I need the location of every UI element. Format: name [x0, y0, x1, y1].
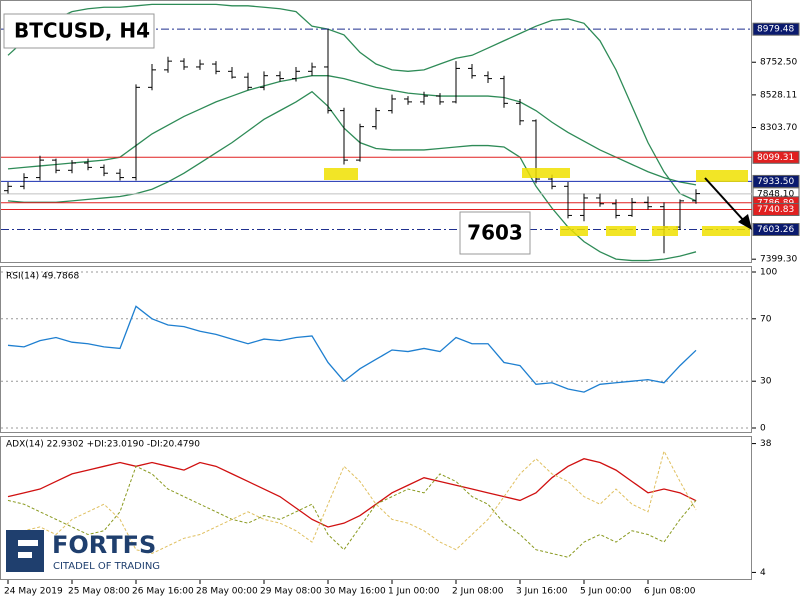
bollinger-band: [7, 90, 697, 262]
x-tick-label: 2 Jun 08:00: [452, 587, 504, 597]
price-box: [752, 223, 800, 237]
price-box-label: 8099.31: [757, 153, 794, 163]
indicator-line: [7, 449, 697, 555]
annotation-box: [459, 211, 531, 255]
y-tick-label: 8303.70: [760, 123, 797, 133]
highlight: [696, 170, 748, 182]
chart-title: BTCUSD, H4: [14, 19, 150, 43]
logo: FORTFS CITADEL OF TRADING: [6, 530, 160, 572]
price-box: [752, 22, 800, 36]
adx-title: ADX(14) 22.9302 +DI:23.0190 -DI:20.4790: [6, 440, 200, 450]
y-tick-label: 70: [760, 314, 772, 324]
x-tick-label: 26 May 16:00: [132, 587, 194, 597]
price-box-label: 7740.83: [757, 205, 794, 215]
x-tick-label: 5 Jun 00:00: [580, 587, 632, 597]
bollinger-band: [7, 3, 697, 202]
highlight: [324, 168, 358, 180]
x-tick-label: 29 May 08:00: [260, 587, 322, 597]
title-box: [3, 13, 155, 49]
x-tick-label: 1 Jun 00:00: [388, 587, 440, 597]
highlight: [522, 168, 570, 178]
indicator-line: [7, 458, 697, 528]
y-tick-label: 7399.30: [760, 255, 797, 265]
x-tick-label: 6 Jun 08:00: [644, 587, 696, 597]
logo-icon-part: [18, 552, 32, 558]
price-box: [752, 202, 800, 216]
y-tick-label: 0: [760, 424, 766, 434]
highlight: [652, 226, 678, 236]
x-tick-label: 30 May 16:00: [324, 587, 386, 597]
y-tick-label: 8752.50: [760, 58, 797, 68]
rsi-pane: [0, 266, 752, 433]
x-tick-label: 25 May 08:00: [68, 587, 130, 597]
annotation: 7603: [467, 221, 523, 245]
y-tick-label: 100: [760, 268, 777, 278]
bollinger-band: [7, 75, 697, 186]
y-tick-label: 8528.11: [760, 90, 797, 100]
rsi-title: RSI(14) 49.7868: [6, 272, 79, 282]
x-tick-label: 28 May 00:00: [196, 587, 258, 597]
highlight: [702, 226, 750, 236]
price-box-label: 8979.48: [757, 25, 794, 35]
indicator-line: [7, 305, 697, 393]
price-box-label: 7603.26: [757, 225, 794, 235]
price-box: [752, 150, 800, 164]
price-box-label: 7848.10: [757, 189, 794, 199]
arrow: [704, 177, 746, 223]
arrow-head: [738, 214, 752, 230]
main-pane: [0, 0, 752, 263]
x-tick-label: 3 Jun 16:00: [516, 587, 568, 597]
logo-brand: FORTFS: [52, 531, 156, 559]
logo-icon-part: [18, 540, 38, 546]
y-tick-label: 38: [760, 439, 772, 449]
logo-icon: [6, 530, 44, 572]
marks: 8752.50 8528.11 8303.70 7399.30 8979.48 8099.…: [1, 3, 800, 597]
indicator-line: [7, 465, 697, 558]
x-tick-label: 24 May 2019: [4, 587, 63, 597]
highlight: [560, 226, 588, 236]
y-tick-label: 4: [760, 568, 766, 578]
adx-pane: [0, 436, 752, 580]
highlight: [606, 226, 636, 236]
price-box-label: 7933.50: [757, 177, 794, 187]
logo-tagline: CITADEL OF TRADING: [53, 561, 160, 572]
highlights: [324, 168, 752, 236]
y-tick-label: 30: [760, 377, 772, 387]
